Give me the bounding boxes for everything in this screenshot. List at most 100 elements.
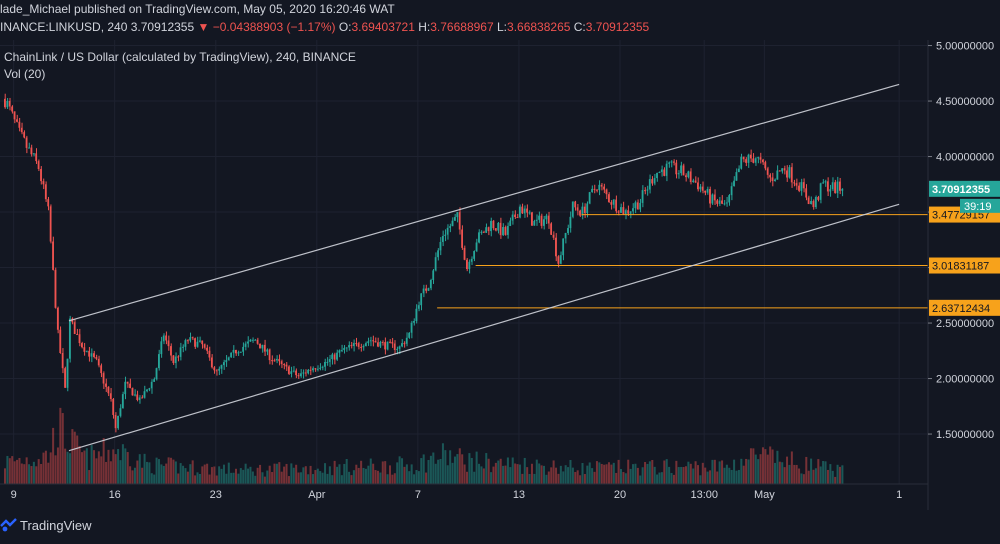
- volume-bar: [271, 472, 274, 484]
- price-axis[interactable]: 5.000000004.500000004.000000003.50000000…: [927, 40, 1000, 510]
- volume-bar: [148, 462, 151, 484]
- candle-body: [362, 346, 365, 348]
- tradingview-brand[interactable]: TradingView: [20, 518, 92, 533]
- volume-bar: [429, 455, 432, 484]
- candle-body: [593, 188, 596, 190]
- volume-bar: [624, 473, 627, 484]
- volume-bar: [44, 450, 47, 484]
- candle-body: [749, 154, 752, 159]
- volume-bar: [721, 460, 724, 484]
- candle-body: [336, 352, 338, 360]
- volume-bar: [297, 472, 300, 484]
- candle-body: [239, 351, 242, 353]
- candle-body: [509, 220, 512, 227]
- candle-body: [314, 368, 317, 370]
- candle-body: [636, 202, 639, 210]
- volume-bar: [567, 467, 570, 484]
- candle-body: [266, 349, 269, 352]
- volume-bar: [636, 467, 639, 484]
- candle-body: [81, 343, 83, 348]
- volume-bar: [11, 456, 14, 484]
- volume-bar: [49, 452, 52, 484]
- volume-bar: [145, 461, 148, 484]
- candle-body: [800, 182, 803, 191]
- candle-body: [713, 194, 716, 201]
- volume-bar: [357, 467, 360, 484]
- tradingview-logo-icon[interactable]: [0, 517, 18, 533]
- candle-body: [302, 372, 305, 374]
- volume-legend[interactable]: Vol (20): [4, 67, 45, 81]
- volume-bar: [422, 454, 425, 484]
- candle-body: [444, 234, 447, 236]
- candle-body: [167, 340, 170, 347]
- volume-bar: [511, 457, 514, 484]
- candle-body: [470, 258, 473, 262]
- candle-body: [677, 173, 680, 175]
- candle-body: [6, 100, 9, 108]
- candle-body: [235, 349, 237, 354]
- candle-body: [441, 235, 444, 242]
- volume-bar: [788, 464, 791, 484]
- candle-body: [68, 318, 71, 359]
- volume-bar: [530, 463, 533, 484]
- candle-body: [824, 181, 827, 183]
- series-legend[interactable]: ChainLink / US Dollar (calculated by Tra…: [4, 50, 356, 64]
- volume-bar: [593, 471, 596, 484]
- volume-bar: [413, 474, 416, 484]
- candle-body: [102, 373, 105, 384]
- candle-body: [810, 201, 812, 204]
- time-axis[interactable]: 9 16 23 Apr 7 13 20 13:00 May 1: [0, 483, 928, 501]
- volume-bar: [800, 473, 803, 484]
- candle-body: [417, 305, 420, 309]
- volume-bar: [627, 459, 630, 484]
- candle-body: [138, 397, 141, 400]
- candle-body: [155, 368, 158, 380]
- low-value: 3.66838265: [507, 20, 571, 34]
- candle-body: [790, 167, 793, 183]
- volume-bar: [478, 463, 481, 484]
- volume-bar: [126, 452, 129, 484]
- volume-title: Vol (20): [4, 67, 46, 81]
- candle-body: [774, 179, 776, 182]
- volume-bar: [95, 458, 98, 484]
- candle-body: [511, 214, 514, 221]
- candle-body: [201, 340, 204, 345]
- candle-body: [389, 341, 391, 343]
- volume-bar: [374, 470, 377, 484]
- candle-body: [249, 339, 252, 342]
- volume-bar: [677, 467, 680, 484]
- candle-body: [263, 344, 266, 352]
- volume-bar: [25, 457, 28, 484]
- volume-bar: [583, 474, 586, 484]
- volume-bar: [160, 464, 163, 484]
- candle-body: [694, 180, 697, 183]
- level-tag-label: 2.63712434: [932, 303, 990, 315]
- volume-bar: [165, 463, 168, 484]
- candle-body: [316, 368, 319, 370]
- candle-body: [343, 347, 346, 351]
- candle-body: [684, 175, 687, 178]
- candle-body: [160, 341, 163, 355]
- candle-body: [153, 379, 155, 382]
- volume-bar: [222, 464, 225, 484]
- volume-bar: [538, 463, 541, 484]
- last-price-tag: [929, 180, 1000, 197]
- volume-bar: [492, 466, 495, 484]
- candle-body: [819, 183, 822, 200]
- candle-body: [798, 185, 800, 191]
- volume-bar: [107, 449, 110, 484]
- candle-body: [324, 361, 326, 367]
- x-tick-label: Apr: [308, 489, 325, 501]
- volume-bar: [350, 475, 353, 484]
- volume-bar: [470, 457, 473, 484]
- candle-body: [624, 210, 627, 214]
- candle-body: [247, 341, 249, 344]
- volume-bar: [398, 456, 401, 484]
- volume-bar: [562, 471, 565, 484]
- candle-body: [126, 381, 129, 384]
- volume-bar: [680, 466, 683, 484]
- candle-body: [795, 183, 798, 186]
- candle-body: [437, 250, 439, 258]
- volume-bar: [170, 457, 173, 484]
